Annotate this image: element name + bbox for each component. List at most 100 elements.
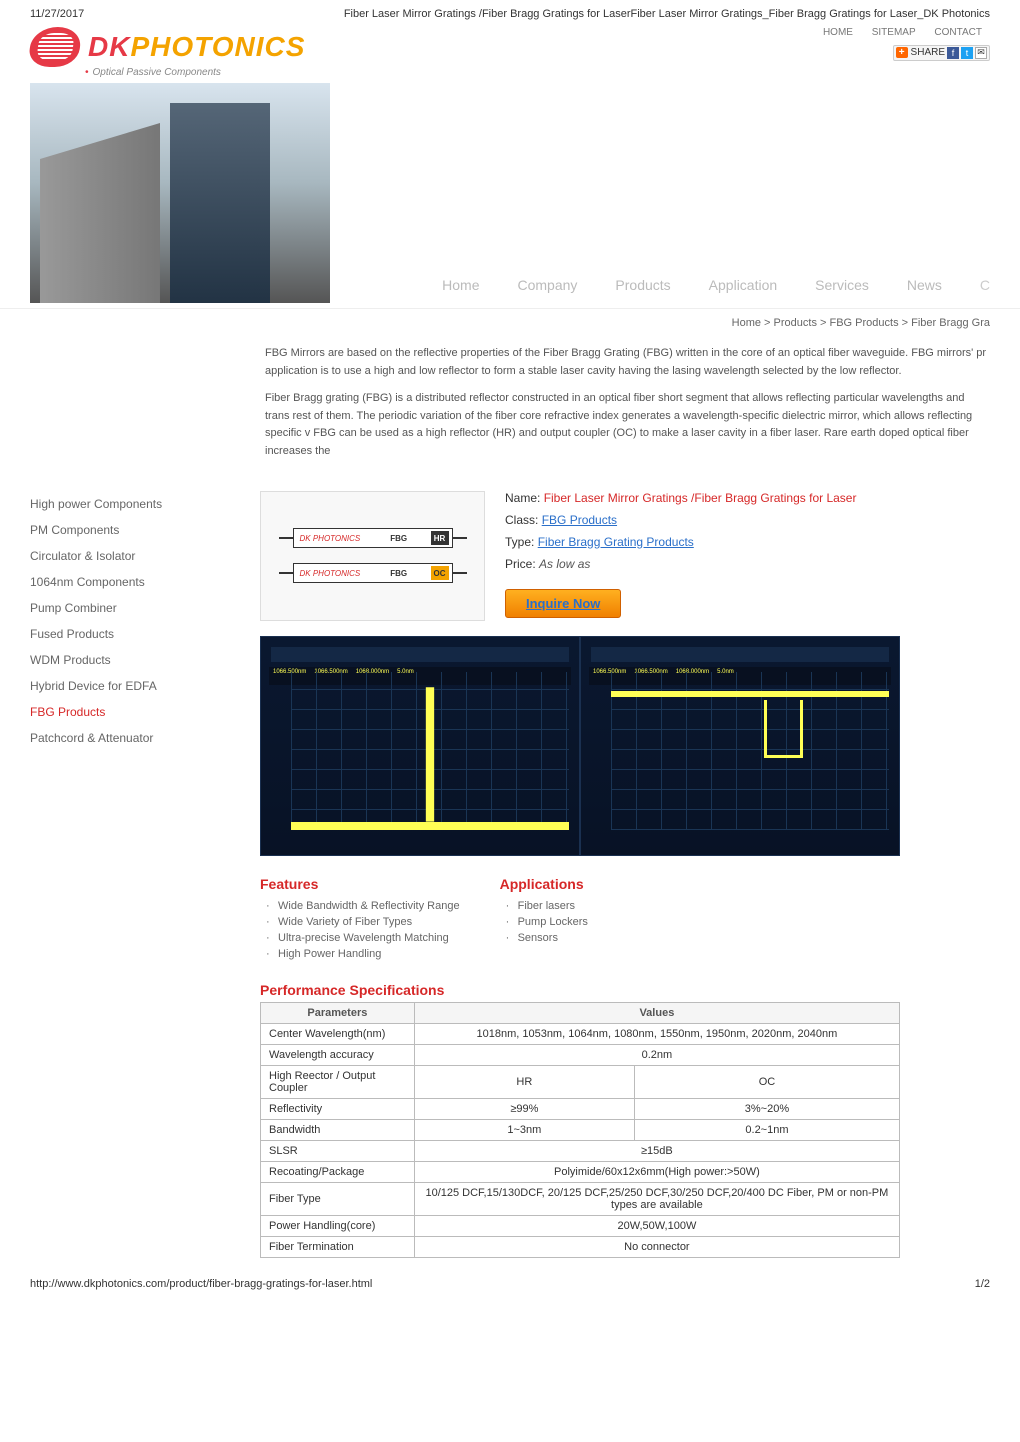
- hero-row: 青 湖 科 技 园 Home Company Products Applicat…: [0, 83, 1020, 303]
- share-button[interactable]: + SHARE f t ✉: [893, 45, 990, 61]
- td-param: Power Handling(core): [261, 1215, 415, 1236]
- specs-title: Performance Specifications: [260, 982, 990, 998]
- table-row: Recoating/PackagePolyimide/60x12x6mm(Hig…: [261, 1161, 900, 1182]
- table-row: Power Handling(core)20W,50W,100W: [261, 1215, 900, 1236]
- spectrum-image: 1066.500nm 1066.500nm 1068.000nm 5.0nm 1…: [260, 636, 900, 856]
- th-values: Values: [414, 1002, 899, 1023]
- print-footer: http://www.dkphotonics.com/product/fiber…: [0, 1258, 1020, 1298]
- features-applications: Features Wide Bandwidth & Reflectivity R…: [260, 876, 990, 962]
- crumb-fbg[interactable]: FBG Products: [830, 317, 899, 329]
- sign-char: 科: [241, 190, 259, 216]
- intro-p1: FBG Mirrors are based on the reflective …: [265, 345, 990, 380]
- td-value: 0.2nm: [414, 1044, 899, 1065]
- table-header-row: Parameters Values: [261, 1002, 900, 1023]
- print-date: 11/27/2017: [30, 8, 84, 20]
- type-label: Type:: [505, 535, 534, 549]
- print-header: 11/27/2017 Fiber Laser Mirror Gratings /…: [0, 0, 1020, 22]
- fbg-hr-schematic: DK PHOTONICS FBG HR: [293, 528, 453, 548]
- td-param: Center Wavelength(nm): [261, 1023, 415, 1044]
- sidebar-item-patchcord[interactable]: Patchcord & Attenuator: [30, 725, 210, 751]
- nav-item-home[interactable]: Home: [442, 277, 479, 293]
- logo[interactable]: DKPHOTONICS Optical Passive Components: [30, 27, 305, 78]
- type-link[interactable]: Fiber Bragg Grating Products: [538, 535, 694, 549]
- sidebar-item-highpower[interactable]: High power Components: [30, 491, 210, 517]
- meta-price: Price: As low as: [505, 557, 856, 571]
- crumb-home[interactable]: Home: [732, 317, 761, 329]
- sidebar-item-1064[interactable]: 1064nm Components: [30, 569, 210, 595]
- crumb-products[interactable]: Products: [774, 317, 817, 329]
- spec-hr-trace: [291, 672, 569, 830]
- feature-item: Ultra-precise Wavelength Matching: [260, 930, 460, 946]
- name-label: Name:: [505, 491, 540, 505]
- class-link[interactable]: FBG Products: [542, 513, 617, 527]
- main-nav: Home Company Products Application Servic…: [330, 277, 990, 303]
- th-param: Parameters: [261, 1002, 415, 1023]
- sidebar-item-fused[interactable]: Fused Products: [30, 621, 210, 647]
- td-param: Wavelength accuracy: [261, 1044, 415, 1065]
- spectrum-hr-panel: 1066.500nm 1066.500nm 1068.000nm 5.0nm: [260, 636, 580, 856]
- meta-class: Class: FBG Products: [505, 513, 856, 527]
- td-value: 3%~20%: [634, 1098, 899, 1119]
- logo-dk: DK: [88, 31, 130, 62]
- application-item: Sensors: [500, 930, 588, 946]
- nav-item-services[interactable]: Services: [815, 277, 869, 293]
- table-row: Wavelength accuracy0.2nm: [261, 1044, 900, 1065]
- crumb-current: Fiber Bragg Gra: [911, 317, 990, 329]
- nav-item-products[interactable]: Products: [615, 277, 670, 293]
- inquire-button[interactable]: Inquire Now: [505, 589, 621, 618]
- td-param: Recoating/Package: [261, 1161, 415, 1182]
- fbg-brand: DK PHOTONICS: [300, 534, 361, 543]
- print-url: http://www.dkphotonics.com/product/fiber…: [30, 1278, 372, 1290]
- sidebar-item-circulator[interactable]: Circulator & Isolator: [30, 543, 210, 569]
- twitter-icon[interactable]: t: [961, 47, 973, 59]
- application-item: Pump Lockers: [500, 914, 588, 930]
- feature-item: High Power Handling: [260, 946, 460, 962]
- sign-char: 园: [241, 254, 259, 280]
- sidebar-item-hybrid[interactable]: Hybrid Device for EDFA: [30, 673, 210, 699]
- crumb-sep: >: [899, 317, 912, 329]
- nav-contact[interactable]: CONTACT: [934, 27, 982, 38]
- logo-text: DKPHOTONICS: [88, 31, 305, 63]
- sidebar-item-pm[interactable]: PM Components: [30, 517, 210, 543]
- applications-title: Applications: [500, 876, 588, 892]
- share-plus-icon: +: [896, 47, 908, 58]
- sign-char: 青: [241, 126, 259, 152]
- product-meta: Name: Fiber Laser Mirror Gratings /Fiber…: [505, 491, 856, 621]
- breadcrumb: Home > Products > FBG Products > Fiber B…: [0, 308, 1020, 337]
- table-row: SLSR≥15dB: [261, 1140, 900, 1161]
- table-row: Fiber TerminationNo connector: [261, 1236, 900, 1257]
- td-value: ≥15dB: [414, 1140, 899, 1161]
- td-param: Bandwidth: [261, 1119, 415, 1140]
- fbg-tag: FBG: [390, 534, 407, 543]
- td-value: 1018nm, 1053nm, 1064nm, 1080nm, 1550nm, …: [414, 1023, 899, 1044]
- feature-item: Wide Bandwidth & Reflectivity Range: [260, 898, 460, 914]
- sidebar-item-wdm[interactable]: WDM Products: [30, 647, 210, 673]
- product-image: DK PHOTONICS FBG HR DK PHOTONICS FBG OC: [260, 491, 485, 621]
- nav-item-news[interactable]: News: [907, 277, 942, 293]
- print-page: 1/2: [975, 1278, 990, 1290]
- td-param: Fiber Termination: [261, 1236, 415, 1257]
- nav-item-company[interactable]: Company: [518, 277, 578, 293]
- spectrum-oc-panel: 1066.500nm 1066.500nm 1068.000nm 5.0nm: [580, 636, 900, 856]
- td-value: 1~3nm: [414, 1119, 634, 1140]
- nav-sitemap[interactable]: SITEMAP: [872, 27, 916, 38]
- sidebar-item-pump[interactable]: Pump Combiner: [30, 595, 210, 621]
- logo-badge-icon: [27, 27, 83, 67]
- email-icon[interactable]: ✉: [975, 47, 987, 59]
- price-value: As low as: [539, 557, 590, 571]
- td-value: Polyimide/60x12x6mm(High power:>50W): [414, 1161, 899, 1182]
- facebook-icon[interactable]: f: [947, 47, 959, 59]
- fbg-hr-label: HR: [431, 531, 449, 545]
- util-nav: HOME SITEMAP CONTACT: [815, 27, 990, 38]
- top-links: HOME SITEMAP CONTACT + SHARE f t ✉: [815, 27, 990, 61]
- sidebar-item-fbg[interactable]: FBG Products: [30, 699, 210, 725]
- td-param: Reflectivity: [261, 1098, 415, 1119]
- features-title: Features: [260, 876, 460, 892]
- crumb-sep: >: [761, 317, 774, 329]
- nav-item-cut[interactable]: C: [980, 277, 990, 293]
- td-value: OC: [634, 1065, 899, 1098]
- sidebar: High power Components PM Components Circ…: [30, 491, 210, 1258]
- nav-home[interactable]: HOME: [823, 27, 853, 38]
- nav-item-application[interactable]: Application: [709, 277, 778, 293]
- feature-item: Wide Variety of Fiber Types: [260, 914, 460, 930]
